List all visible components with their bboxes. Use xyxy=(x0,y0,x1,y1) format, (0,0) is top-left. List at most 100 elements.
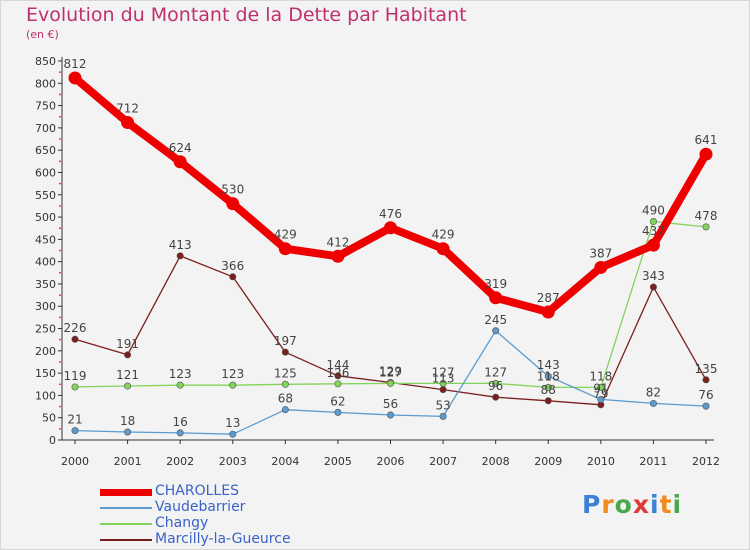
data-label: 118 xyxy=(589,369,612,383)
data-point xyxy=(702,223,710,231)
data-label: 226 xyxy=(64,321,87,335)
data-point xyxy=(68,71,82,85)
data-label: 62 xyxy=(330,394,345,408)
data-label: 129 xyxy=(379,364,402,378)
data-point xyxy=(71,335,79,343)
data-label: 79 xyxy=(593,387,608,401)
data-point xyxy=(597,383,605,391)
y-tick-label: 150 xyxy=(35,367,56,380)
data-label: 812 xyxy=(64,57,87,71)
data-label: 126 xyxy=(326,366,349,380)
data-label: 319 xyxy=(484,277,507,291)
y-tick-label: 500 xyxy=(35,211,56,224)
data-label: 18 xyxy=(120,414,135,428)
data-label: 127 xyxy=(432,365,455,379)
data-label: 476 xyxy=(379,207,402,221)
data-label: 478 xyxy=(695,209,718,223)
y-tick-label: 100 xyxy=(35,389,56,402)
x-tick-label: 2008 xyxy=(482,455,510,468)
legend-label: CHAROLLES xyxy=(155,483,239,499)
data-label: 143 xyxy=(537,358,560,372)
data-point xyxy=(278,242,292,256)
data-point xyxy=(541,305,555,319)
data-point xyxy=(597,395,605,403)
logo-letter: i xyxy=(650,490,660,519)
data-point xyxy=(649,218,657,226)
x-tick-label: 2007 xyxy=(429,455,457,468)
y-tick-label: 800 xyxy=(35,77,56,90)
data-label: 343 xyxy=(642,269,665,283)
data-label: 387 xyxy=(589,246,612,260)
data-label: 429 xyxy=(274,228,297,242)
data-label: 127 xyxy=(484,365,507,379)
data-point xyxy=(176,252,184,260)
x-tick-label: 2001 xyxy=(114,455,142,468)
data-point xyxy=(226,197,240,211)
data-label: 135 xyxy=(695,362,718,376)
data-point xyxy=(386,411,394,419)
y-minor-tick xyxy=(59,271,61,274)
proxiti-logo: Proxiti xyxy=(582,490,682,519)
x-tick-label: 2009 xyxy=(534,455,562,468)
y-minor-tick xyxy=(59,361,61,363)
data-label: 197 xyxy=(274,334,297,348)
y-minor-tick xyxy=(59,427,61,430)
y-tick-label: 750 xyxy=(35,100,56,113)
data-point xyxy=(229,273,237,281)
y-minor-tick xyxy=(59,93,61,96)
data-point xyxy=(439,386,447,394)
data-label: 119 xyxy=(64,369,87,383)
data-label: 88 xyxy=(541,383,556,397)
y-minor-tick xyxy=(59,316,61,319)
data-label: 641 xyxy=(695,133,718,147)
y-tick-label: 550 xyxy=(35,189,56,202)
data-point xyxy=(489,291,503,305)
data-label: 624 xyxy=(169,141,192,155)
data-label: 490 xyxy=(642,204,665,218)
legend-swatch xyxy=(100,507,152,509)
data-point xyxy=(124,382,132,390)
y-minor-tick xyxy=(59,338,61,341)
y-minor-tick xyxy=(59,138,61,140)
y-tick-label: 450 xyxy=(35,233,56,246)
data-point xyxy=(492,327,500,335)
data-point xyxy=(594,260,608,274)
y-tick-label: 250 xyxy=(35,323,56,336)
y-tick-label: 400 xyxy=(35,256,56,269)
data-point xyxy=(281,380,289,388)
x-tick-label: 2012 xyxy=(692,455,720,468)
logo-letter: x xyxy=(632,490,650,519)
x-tick-label: 2011 xyxy=(639,455,667,468)
y-tick-label: 0 xyxy=(49,434,56,447)
data-label: 144 xyxy=(326,358,349,372)
y-minor-tick xyxy=(59,205,61,207)
data-point xyxy=(331,249,345,263)
data-label: 56 xyxy=(383,397,398,411)
data-label: 366 xyxy=(221,259,244,273)
data-point xyxy=(699,147,713,161)
logo-letter: o xyxy=(614,490,633,519)
chart-title: Evolution du Montant de la Dette par Hab… xyxy=(26,4,467,26)
data-point xyxy=(384,221,397,235)
x-tick-label: 2003 xyxy=(219,455,247,468)
data-label: 118 xyxy=(537,369,560,383)
data-point xyxy=(702,402,710,410)
data-label: 712 xyxy=(116,102,139,116)
logo-letter: t xyxy=(659,490,673,519)
data-point xyxy=(544,397,552,405)
y-tick-label: 700 xyxy=(35,122,56,135)
data-label: 13 xyxy=(225,416,240,430)
data-label: 125 xyxy=(274,366,297,380)
logo-letter: r xyxy=(601,490,615,519)
data-label: 53 xyxy=(435,398,450,412)
data-point xyxy=(121,116,135,130)
data-point xyxy=(436,242,450,256)
data-label: 82 xyxy=(646,385,661,399)
logo-letter: P xyxy=(582,490,602,519)
chart-subtitle: (en €) xyxy=(26,28,59,41)
data-point xyxy=(229,381,237,389)
data-label: 113 xyxy=(432,372,455,386)
y-tick-label: 300 xyxy=(35,300,56,313)
y-minor-tick xyxy=(59,227,61,230)
data-label: 413 xyxy=(169,238,192,252)
